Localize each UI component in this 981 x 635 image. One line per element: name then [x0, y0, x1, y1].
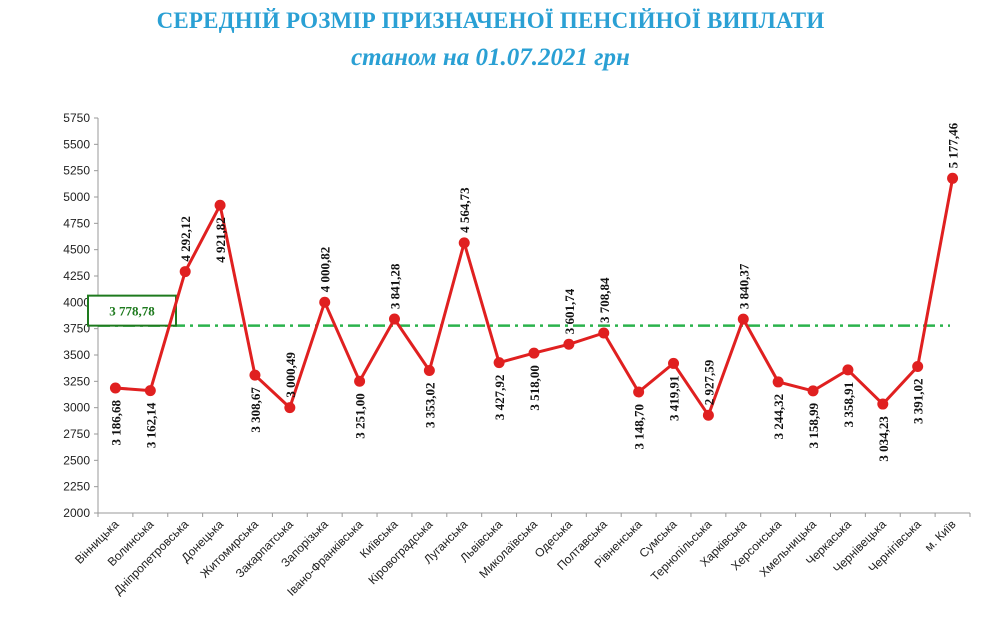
data-label: 3 427,92 [492, 375, 507, 421]
data-label: 3 708,84 [597, 277, 612, 323]
data-point [563, 338, 575, 350]
data-label: 3 034,23 [876, 416, 891, 462]
average-label-box [87, 294, 177, 327]
y-tick-label: 4000 [63, 295, 90, 309]
data-label: 3 148,70 [632, 404, 647, 450]
y-ticks: 2000 2250 2500 2750 3000 3250 3500 3750 4000 4250… [63, 111, 98, 520]
data-label: 3 601,74 [562, 288, 577, 334]
x-ticks: ВінницькаВолинськаДніпропетровськаДонець… [72, 513, 971, 599]
data-point [354, 375, 366, 387]
data-label: 3 244,32 [771, 394, 786, 440]
x-tick-label: Тернопільська [648, 517, 715, 584]
data-point [702, 409, 714, 421]
y-tick-label: 4750 [63, 216, 90, 230]
y-tick-label: 3500 [63, 348, 90, 362]
chart-title: СЕРЕДНІЙ РОЗМІР ПРИЗНАЧЕНОЇ ПЕНСІЙНОЇ ВИ… [156, 8, 825, 33]
y-tick-label: 3250 [63, 374, 90, 388]
data-label: 2 927,59 [701, 359, 716, 405]
data-point [109, 382, 121, 394]
data-label: 3 391,02 [911, 378, 926, 424]
data-point [179, 266, 191, 278]
data-point [842, 364, 854, 376]
data-point [319, 296, 331, 308]
data-label: 4 921,82 [213, 217, 228, 263]
data-labels: 3 186,68 3 162,14 4 292,12 4 921,82 3 308,67… [108, 122, 960, 461]
data-label: 3 353,02 [422, 382, 437, 428]
y-tick-label: 2500 [63, 453, 90, 467]
y-tick-label: 5750 [63, 111, 90, 125]
chart-subtitle: станом на 01.07.2021 грн [351, 44, 630, 71]
y-tick-label: 2750 [63, 427, 90, 441]
data-label: 4 000,82 [318, 247, 333, 293]
data-point [284, 402, 296, 414]
data-point [668, 357, 680, 369]
y-tick-label: 3000 [63, 401, 90, 415]
data-point [388, 313, 400, 325]
data-label: 3 000,49 [283, 352, 298, 398]
data-label: 3 841,28 [387, 263, 402, 309]
data-point [772, 376, 784, 388]
y-tick-label: 2000 [63, 506, 90, 520]
data-point [493, 357, 505, 369]
y-tick-label: 5500 [63, 137, 90, 151]
data-point [458, 237, 470, 249]
data-point [144, 385, 156, 397]
data-label: 3 358,91 [841, 382, 856, 428]
data-point [737, 313, 749, 325]
data-label: 3 158,99 [806, 402, 821, 448]
y-tick-label: 4250 [63, 269, 90, 283]
data-point [947, 172, 959, 184]
y-tick-label: 5250 [63, 164, 90, 178]
data-point [598, 327, 610, 339]
data-point [807, 385, 819, 397]
data-label: 3 308,67 [248, 387, 263, 433]
data-point [912, 360, 924, 372]
y-tick-label: 3750 [63, 322, 90, 336]
y-tick-label: 4500 [63, 243, 90, 257]
average-label: 3 778,78 [109, 304, 155, 319]
data-label: 5 177,46 [946, 122, 961, 168]
data-label: 4 292,12 [178, 216, 193, 262]
data-label: 3 840,37 [736, 263, 751, 309]
data-label: 3 162,14 [143, 402, 158, 448]
data-label: 3 419,91 [667, 375, 682, 421]
x-tick-label: м. Київ [922, 517, 959, 554]
data-points [109, 172, 959, 421]
y-tick-label: 2250 [63, 480, 90, 494]
data-label: 3 251,00 [353, 393, 368, 439]
data-point [528, 347, 540, 359]
data-point [633, 386, 645, 398]
data-point [214, 199, 226, 211]
data-label: 3 518,00 [527, 365, 542, 411]
data-point [423, 364, 435, 376]
y-tick-label: 5000 [63, 190, 90, 204]
data-label: 3 186,68 [108, 400, 123, 446]
data-point [249, 369, 261, 381]
data-label: 4 564,73 [457, 187, 472, 233]
data-point [877, 398, 889, 410]
